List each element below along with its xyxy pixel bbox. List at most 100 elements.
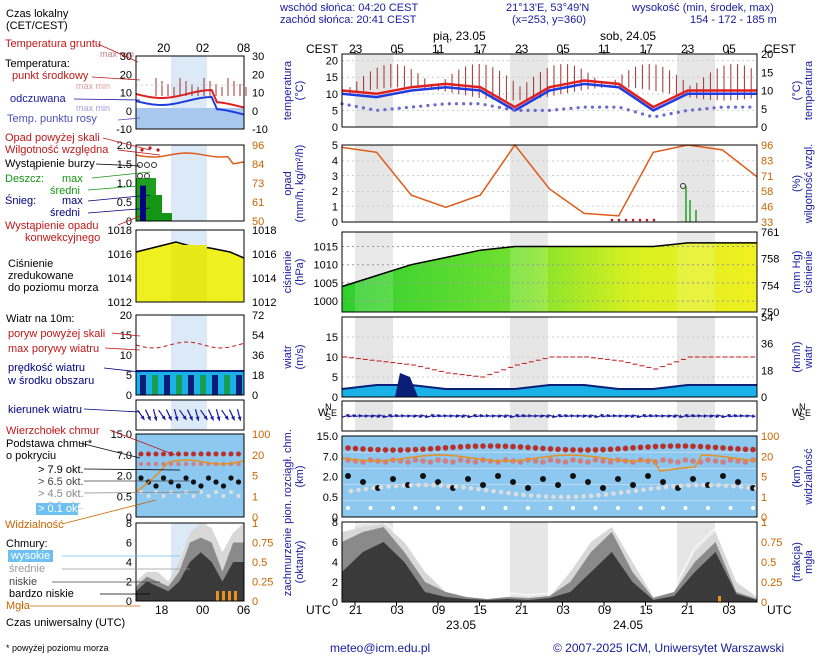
cloud-base-dot	[618, 490, 624, 495]
left-axis-tick: 0	[332, 122, 338, 134]
legend-fog-bar	[234, 591, 237, 601]
cloud-top-dot	[727, 457, 734, 463]
cloud-top-dot	[450, 444, 456, 451]
cloud-base-dot	[645, 473, 651, 479]
cloud-top-dot	[637, 444, 644, 451]
wind-arrow-head	[461, 414, 465, 419]
wind-arrow-head	[649, 413, 653, 418]
legend-left-tick: 1.0	[117, 178, 132, 190]
dew-point-dot	[669, 112, 673, 116]
legend-visibility-line	[135, 459, 245, 493]
cloud-base-dot	[416, 482, 421, 488]
legend-cloud-top-dot	[153, 451, 159, 457]
legend-cloud-base-dot	[183, 475, 189, 481]
email-link[interactable]: meteo@icm.edu.pl	[330, 641, 431, 655]
legend-cloud-top-dot	[138, 451, 144, 457]
cloud-base-dot	[690, 476, 696, 482]
legend-right-tick: 1	[252, 491, 258, 503]
top-time-tick: 11	[432, 42, 445, 56]
legend-storm-marker	[144, 162, 150, 168]
left-legend-panels	[135, 55, 247, 602]
legend-cloud-base-dot	[161, 494, 166, 498]
dew-point-dot	[404, 105, 408, 110]
panel-border	[341, 521, 758, 603]
legend-cloud-base-dot	[146, 494, 151, 498]
cloud-base-dot	[356, 487, 361, 493]
wind-arrow-head	[473, 413, 477, 418]
convective-marker	[610, 218, 614, 222]
cloud-top-dot	[622, 445, 629, 452]
legend-wind-bar	[164, 375, 170, 395]
cloud-top-dot	[510, 443, 516, 450]
wind-arrow-head	[691, 413, 695, 418]
panel-border	[341, 316, 758, 398]
legend-cloud-base-dot	[235, 479, 242, 485]
legend-cloud-top-dot	[153, 461, 159, 467]
legend-utc-tick: 18	[155, 603, 169, 617]
visibility-label: Widzialność	[5, 519, 64, 531]
legend-wind-arrow-head	[203, 415, 208, 420]
dew-point-dot	[569, 106, 573, 110]
legend-wind-arrow-head	[189, 415, 193, 421]
top-time-tick: 05	[723, 42, 737, 56]
cloud-base-label-2: o pokryciu	[6, 450, 57, 462]
cloud-base-dot	[661, 506, 665, 510]
cloud-base-dot	[716, 482, 721, 488]
cloud-base-dot	[465, 476, 471, 482]
wind-arrow-head	[727, 413, 731, 418]
cloud-base-dot	[633, 488, 639, 493]
bottom-time-tick: 15	[640, 603, 654, 617]
legend-leader-line	[87, 207, 151, 214]
dew-point-dot	[555, 108, 559, 112]
dew-point-dot	[590, 105, 595, 109]
left-axis-tick: 1015	[314, 242, 338, 254]
wind-direction-arrow	[596, 413, 605, 418]
cloud-top-dot	[532, 445, 539, 451]
cloud-top-dot	[735, 446, 741, 452]
legend-right-tick: 10	[252, 88, 264, 100]
cloud-top-dot	[682, 457, 689, 463]
cloud-top-dot	[360, 446, 366, 452]
cloud-base-dot	[641, 487, 646, 493]
legend-cloud-base-dot	[236, 494, 241, 498]
dew-point-dot	[662, 113, 666, 117]
legend-cloud-base-dot	[221, 494, 226, 498]
wind-arrow-head	[515, 413, 520, 418]
convective-label-2: konwekcyjnego	[25, 232, 101, 244]
right-axis-tick: 20	[761, 451, 773, 463]
okt-5: > 0.1 okt.	[36, 503, 84, 515]
cloud-top-dot	[712, 458, 719, 464]
wind-direction-arrow	[747, 414, 756, 419]
left-axis-tick: 0	[332, 217, 338, 229]
cloud-top-dot	[375, 446, 381, 453]
panel-y-label: temperatura	[282, 60, 294, 120]
legend-left-tick: 6	[126, 538, 132, 550]
cloud-top-dot	[457, 444, 464, 450]
wind-dir-w: W	[792, 407, 803, 419]
wind-direction-arrow	[620, 414, 629, 419]
legend-right-tick: 1018	[252, 225, 276, 237]
okt-1: > 7.9 okt.	[38, 464, 84, 476]
wind-dir-s: S	[799, 412, 805, 422]
legend-wind-arrow-head	[147, 415, 151, 421]
cloud-base-dot	[453, 484, 459, 489]
legend-leader-line	[103, 367, 141, 373]
legend-left-tick: 0	[126, 512, 132, 524]
top-time-tick: 23	[515, 42, 529, 56]
wind-direction-arrow	[559, 413, 568, 418]
legend-cloud-base-dot	[199, 490, 203, 494]
legend-cloud-base-dot	[153, 483, 159, 489]
pressure-label-2: zredukowane	[8, 270, 74, 282]
dew-point-dot	[583, 105, 587, 109]
bottom-time-tick: 21	[349, 603, 363, 617]
wind-direction-arrow	[342, 413, 350, 418]
right-axis-tick: 20	[761, 49, 773, 61]
night-band	[510, 232, 548, 312]
left-axis-tick: 10	[326, 352, 338, 364]
cloud-top-dot	[487, 443, 494, 449]
wind-direction-arrow	[450, 414, 459, 419]
legend-cloud-base-dot	[176, 494, 181, 498]
legend-cloud-top-dot	[221, 451, 226, 457]
legend-left-tick: 2	[126, 577, 132, 589]
cloud-base-dot	[495, 473, 501, 479]
